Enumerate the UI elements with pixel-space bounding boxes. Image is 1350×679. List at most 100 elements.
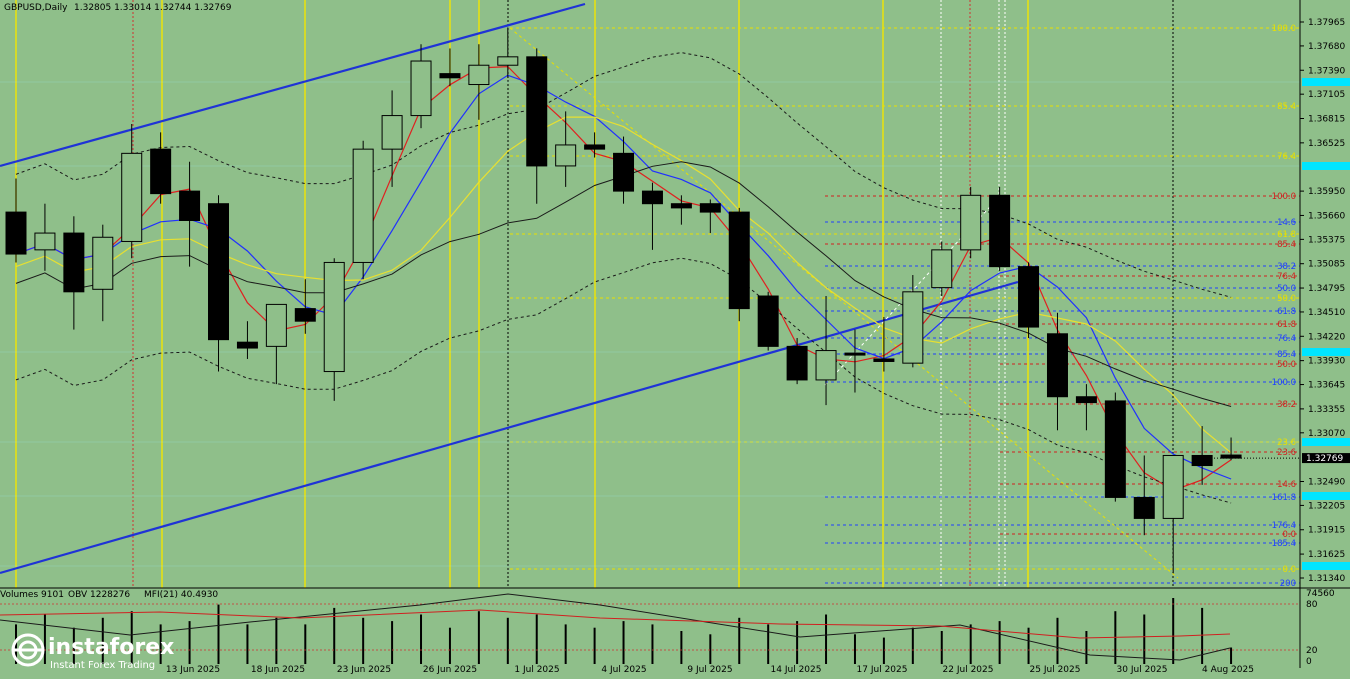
indicator-axis-label-0: 74560	[1306, 589, 1335, 599]
fib-label-12: 61.8	[1277, 320, 1296, 330]
ohlc-readout: 1.32805 1.33014 1.32744 1.32769	[74, 3, 232, 13]
price-label-7: 1.35660	[1308, 211, 1345, 221]
price-label-5: 1.36525	[1308, 139, 1345, 149]
price-label-11: 1.34510	[1308, 308, 1345, 318]
candle-body-2	[63, 232, 85, 293]
fib-label-14: 85.4	[1277, 350, 1296, 360]
candle-body-21	[613, 152, 635, 192]
date-label-0: 13 Jun 2025	[166, 665, 220, 675]
fib-label-2: 76.4	[1277, 152, 1296, 162]
date-label-11: 30 Jul 2025	[1117, 665, 1168, 675]
indicator-axis-label-3: 0	[1306, 657, 1312, 667]
candle-body-26	[757, 295, 779, 347]
candle-body-16	[468, 64, 490, 86]
candle-body-37	[1075, 396, 1097, 404]
fib-label-16: 100.0	[1272, 378, 1296, 388]
fib-label-26: 200	[1280, 579, 1296, 589]
date-label-8: 17 Jul 2025	[857, 665, 908, 675]
candle-body-3	[92, 236, 114, 290]
price-label-16: 1.33070	[1308, 429, 1345, 439]
candle-body-8	[236, 341, 258, 349]
candle-body-1	[34, 232, 56, 251]
price-label-8: 1.35375	[1308, 235, 1345, 245]
candle-body-23	[670, 203, 692, 209]
price-label-3: 1.37105	[1308, 90, 1345, 100]
logo-tagline: Instant Forex Trading	[50, 660, 155, 671]
fib-label-11: 61.8	[1277, 307, 1296, 317]
fib-label-23: 0.0	[1282, 530, 1296, 540]
fib-label-10: 50.0	[1277, 294, 1296, 304]
price-label-20: 1.31625	[1308, 550, 1345, 560]
candle-body-27	[786, 345, 808, 381]
fib-label-24: 185.4	[1272, 539, 1296, 549]
bollinger-lower-line	[15, 257, 1232, 504]
volumes-readout: Volumes 9101	[0, 590, 64, 600]
price-label-6: 1.35950	[1308, 187, 1345, 197]
candle-body-40	[1162, 454, 1184, 519]
fib-label-17: 38.2	[1277, 400, 1296, 410]
candle-body-30	[873, 358, 895, 362]
candle-body-25	[728, 211, 750, 310]
price-label-4: 1.36815	[1308, 115, 1345, 125]
mfi-line	[0, 609, 1231, 639]
fib-label-13: 76.4	[1277, 334, 1296, 344]
fib-label-22: 176.4	[1272, 521, 1296, 531]
candle-body-17	[497, 56, 519, 66]
price-label-2: 1.37390	[1308, 66, 1345, 76]
cyan-axis-marker-0	[1302, 78, 1350, 86]
candle-body-28	[815, 350, 837, 381]
candle-body-29	[844, 352, 866, 356]
date-label-6: 9 Jul 2025	[687, 665, 732, 675]
candle-body-11	[323, 261, 345, 373]
candle-body-42	[1220, 454, 1242, 459]
candle-body-35	[1018, 266, 1040, 328]
fib-label-19: 23.6	[1277, 448, 1296, 458]
date-label-10: 25 Jul 2025	[1030, 665, 1081, 675]
candle-body-39	[1133, 496, 1155, 519]
fib-label-9: 50.0	[1277, 284, 1296, 294]
fib-label-5: 61.8	[1277, 230, 1296, 240]
candle-body-31	[902, 291, 924, 364]
cyan-axis-marker-4	[1302, 492, 1350, 500]
candle-body-34	[989, 194, 1011, 268]
obv-readout: OBV 1228276	[68, 590, 130, 600]
candle-body-13	[381, 115, 403, 150]
fib-label-1: 85.4	[1277, 102, 1296, 112]
cyan-axis-marker-2	[1302, 348, 1350, 356]
date-label-3: 26 Jun 2025	[423, 665, 477, 675]
indicator-axis-label-2: 20	[1306, 646, 1318, 656]
price-label-14: 1.33645	[1308, 381, 1345, 391]
candle-body-33	[960, 194, 982, 251]
date-label-4: 1 Jul 2025	[514, 665, 559, 675]
current-price-box	[1302, 453, 1350, 464]
price-label-10: 1.34795	[1308, 284, 1345, 294]
fib-label-8: 76.4	[1277, 272, 1296, 282]
cyan-axis-marker-1	[1302, 162, 1350, 170]
fib-label-20: 14.6	[1277, 480, 1296, 490]
date-label-5: 4 Jul 2025	[601, 665, 646, 675]
price-label-1: 1.37680	[1308, 42, 1345, 52]
candle-body-0	[5, 211, 27, 255]
upper-trend-line	[0, 2, 586, 168]
price-label-19: 1.31915	[1308, 526, 1345, 536]
candle-body-19	[555, 144, 577, 167]
lower-trend-line	[0, 280, 1019, 575]
price-label-17: 1.32490	[1308, 477, 1345, 487]
bollinger-upper-line	[15, 52, 1232, 298]
date-label-1: 18 Jun 2025	[251, 665, 305, 675]
date-label-9: 22 Jul 2025	[943, 665, 994, 675]
fib-label-15: 50.0	[1277, 360, 1296, 370]
candle-body-20	[584, 144, 606, 150]
date-label-12: 4 Aug 2025	[1202, 665, 1254, 675]
date-label-7: 14 Jul 2025	[771, 665, 822, 675]
fib-label-4: 14.6	[1277, 218, 1296, 228]
candle-body-14	[410, 60, 432, 117]
candle-body-41	[1191, 454, 1213, 467]
candle-body-38	[1104, 400, 1126, 498]
fib-label-6: 85.4	[1277, 240, 1296, 250]
candle-body-24	[699, 203, 721, 213]
indicator-axis-label-1: 80	[1306, 600, 1318, 610]
fib-label-3: 100.0	[1272, 192, 1296, 202]
